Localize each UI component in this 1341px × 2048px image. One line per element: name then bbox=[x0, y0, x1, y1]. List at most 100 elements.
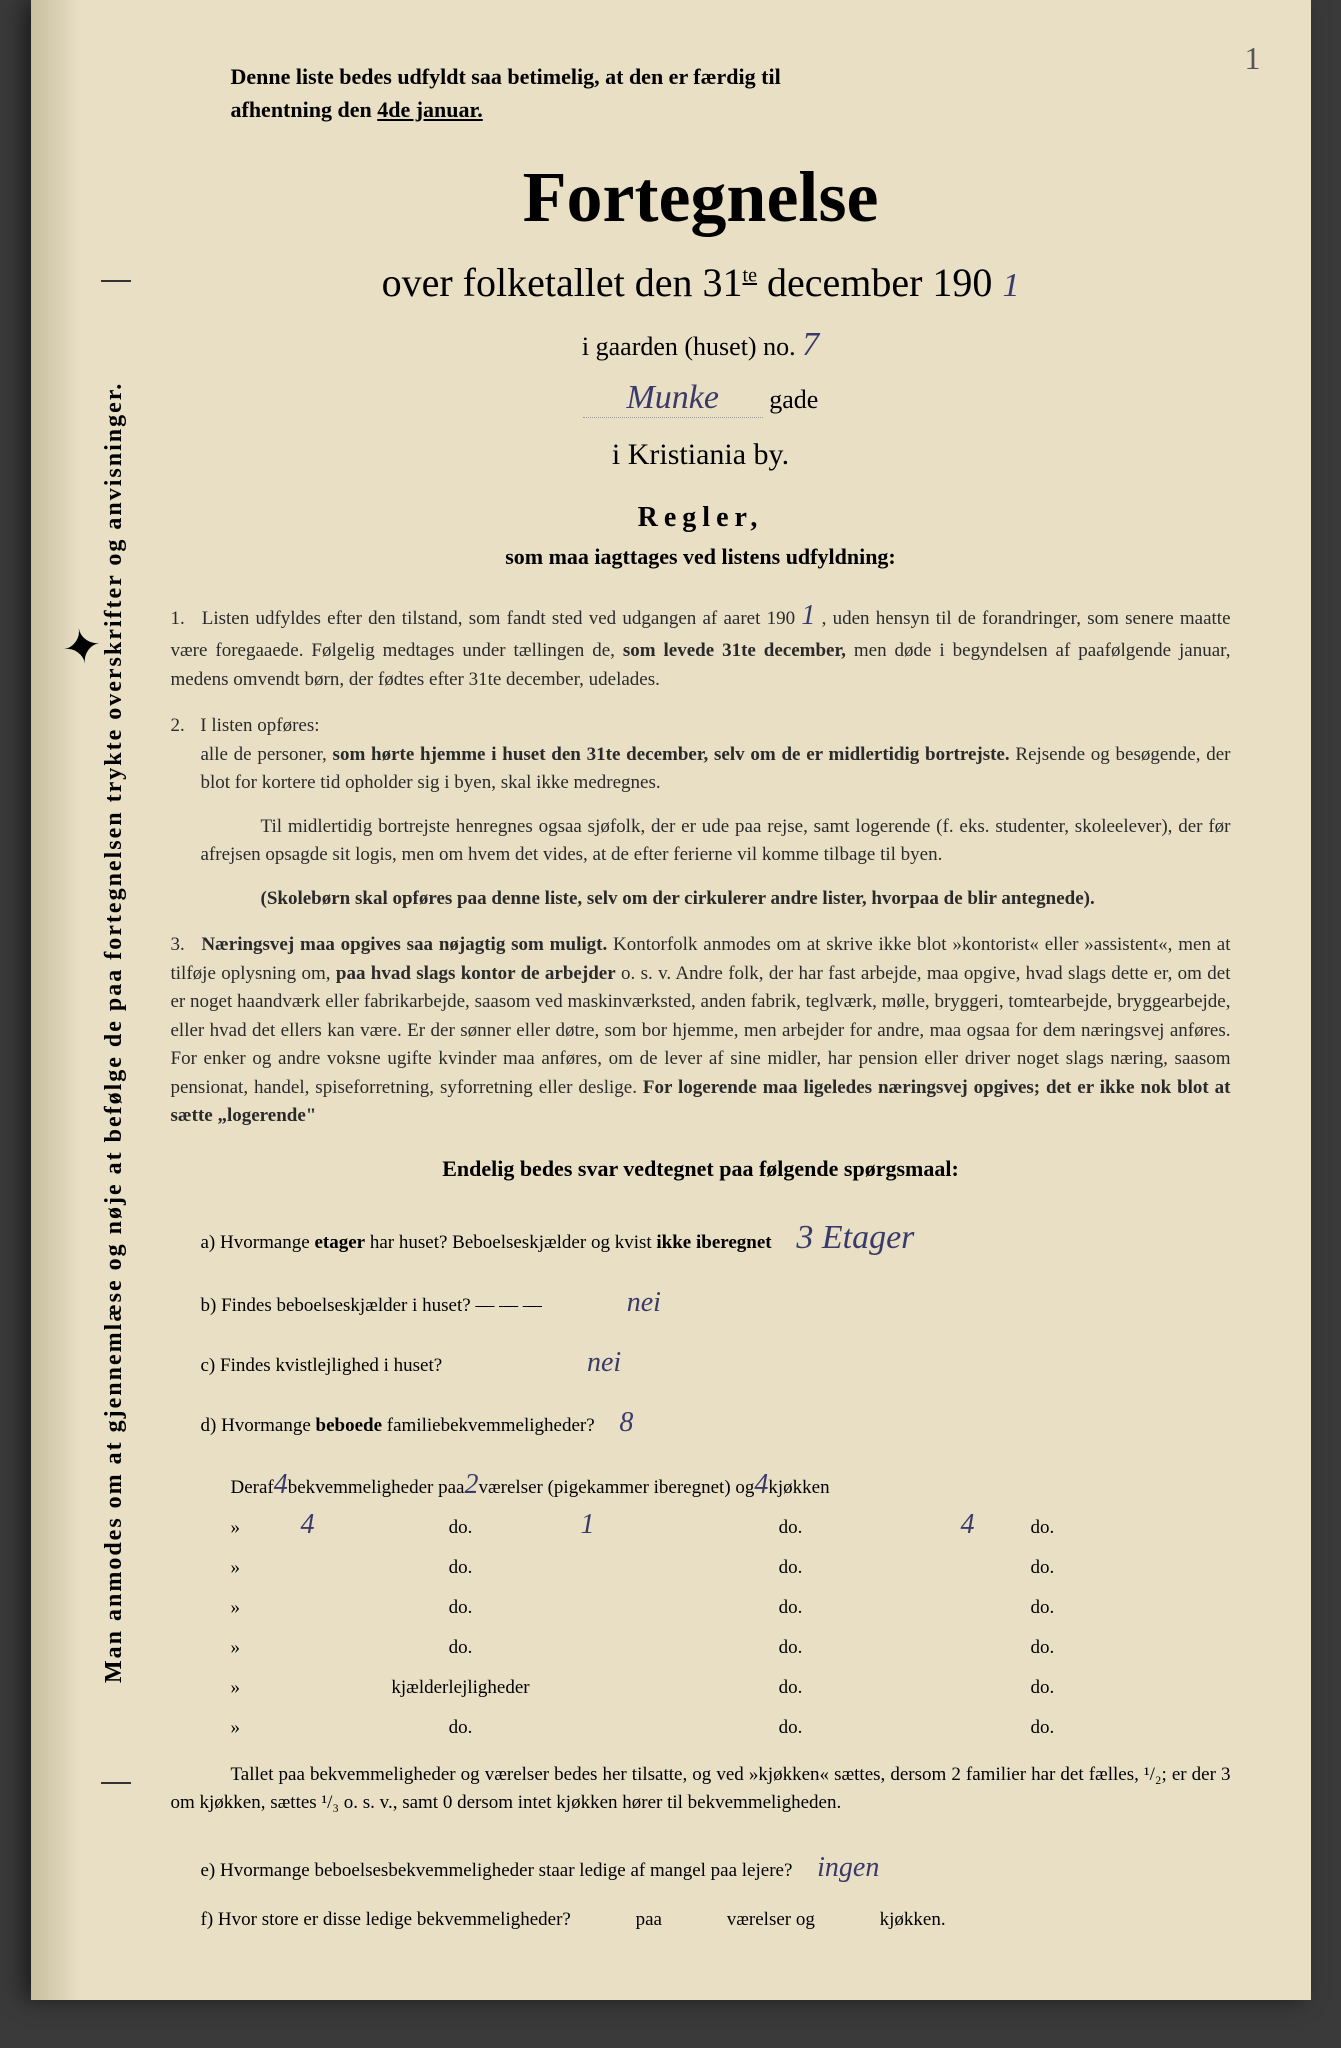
r3-q: » bbox=[231, 1557, 271, 1581]
document-page: 1 ✦ Man anmodes om at gjennemlæse og nøj… bbox=[31, 0, 1311, 2000]
r4-do3: do. bbox=[1031, 1597, 1055, 1621]
r7-c2 bbox=[581, 1709, 621, 1733]
tallet-note: Tallet paa bekvemmeligheder og værelser … bbox=[171, 1761, 1231, 1818]
r7-q: » bbox=[231, 1717, 271, 1741]
street-line: Munke gade bbox=[171, 379, 1231, 418]
qd-text2: familiebekvemmeligheder? bbox=[387, 1415, 595, 1436]
rule2-para3: (Skolebørn skal opføres paa denne liste,… bbox=[201, 885, 1231, 914]
r7-c1 bbox=[301, 1709, 341, 1733]
r4-q: » bbox=[231, 1597, 271, 1621]
r5-c3 bbox=[961, 1629, 1001, 1653]
rule3-num: 3. bbox=[171, 931, 196, 960]
r7-do3: do. bbox=[1031, 1717, 1055, 1741]
final-questions-title: Endelig bedes svar vedtegnet paa følgend… bbox=[171, 1156, 1231, 1182]
qc-answer: nei bbox=[587, 1347, 621, 1378]
rules-title: Regler, bbox=[171, 502, 1231, 534]
deraf-text4: kjøkken bbox=[768, 1477, 829, 1499]
rule2-num: 2. bbox=[171, 712, 196, 741]
qa-bold: etager bbox=[314, 1232, 365, 1253]
rk-c3 bbox=[961, 1669, 1001, 1693]
rule2-para2: Til midlertidig bortrejste henregnes ogs… bbox=[201, 813, 1231, 870]
r5-do1: do. bbox=[371, 1637, 551, 1661]
qf-label: f) bbox=[201, 1909, 214, 1930]
rule2-block: alle de personer, som hørte hjemme i hus… bbox=[201, 741, 1231, 914]
main-title: Fortegnelse bbox=[171, 156, 1231, 239]
rule3-bold1: Næringsvej maa opgives saa nøjagtig som … bbox=[201, 934, 607, 955]
questions-ef: e) Hvormange beboelsesbekvemmeligheder s… bbox=[201, 1843, 1231, 1938]
table-row-header: Deraf 4 bekvemmeligheder paa 2 værelser … bbox=[231, 1469, 1231, 1501]
question-e: e) Hvormange beboelsesbekvemmeligheder s… bbox=[201, 1843, 1231, 1893]
qa-bold2: ikke iberegnet bbox=[656, 1232, 771, 1253]
r2-q: » bbox=[231, 1517, 271, 1541]
page-number-mark: 1 bbox=[1245, 40, 1261, 77]
r4-do1: do. bbox=[371, 1597, 551, 1621]
r3-c2 bbox=[581, 1549, 621, 1573]
rule2-intro: I listen opføres: bbox=[200, 715, 319, 736]
qd-text: Hvormange bbox=[221, 1415, 315, 1436]
city-line: i Kristiania by. bbox=[171, 438, 1231, 472]
rule1-text-a: Listen udfyldes efter den tilstand, som … bbox=[202, 608, 795, 629]
questions-block: a) Hvormange etager har huset? Beboelses… bbox=[201, 1207, 1231, 1449]
r4-c2 bbox=[581, 1589, 621, 1613]
question-a: a) Hvormange etager har huset? Beboelses… bbox=[201, 1207, 1231, 1268]
gaard-text: i gaarden (huset) no. bbox=[582, 332, 796, 361]
r7-c3 bbox=[961, 1709, 1001, 1733]
qd-answer: 8 bbox=[619, 1407, 633, 1438]
question-b: b) Findes beboelseskjælder i huset? — — … bbox=[201, 1278, 1231, 1328]
table-row-7: » do. do. do. bbox=[231, 1709, 1231, 1741]
page-edge bbox=[31, 0, 81, 2000]
r2-do1: do. bbox=[371, 1517, 551, 1541]
rk-c2 bbox=[581, 1669, 621, 1693]
qb-label: b) bbox=[201, 1295, 217, 1316]
deraf-text3: værelser (pigekammer iberegnet) og bbox=[478, 1477, 754, 1499]
header-date: 4de januar. bbox=[377, 97, 483, 122]
r4-do2: do. bbox=[651, 1597, 931, 1621]
qe-text: Hvormange beboelsesbekvemmeligheder staa… bbox=[220, 1860, 792, 1881]
table-row-2: » 4 do. 1 do. 4 do. bbox=[231, 1509, 1231, 1541]
rules-subtitle: som maa iagttages ved listens udfyldning… bbox=[171, 544, 1231, 570]
r4-c1 bbox=[301, 1589, 341, 1613]
r5-q: » bbox=[231, 1637, 271, 1661]
rule2-p1a: alle de personer, bbox=[201, 744, 333, 765]
r2-c2: 1 bbox=[581, 1509, 621, 1541]
qe-label: e) bbox=[201, 1860, 216, 1881]
qa-answer: 3 Etager bbox=[796, 1219, 914, 1256]
qf-kjok: kjøkken. bbox=[880, 1909, 946, 1930]
subtitle: over folketallet den 31te december 190 1 bbox=[171, 259, 1231, 306]
rk-do3: do. bbox=[1031, 1677, 1055, 1701]
r5-do2: do. bbox=[651, 1637, 931, 1661]
qa-text2: har huset? Beboelseskjælder og kvist bbox=[370, 1232, 657, 1253]
street-suffix: gade bbox=[769, 385, 818, 414]
table-row-kjaelder: » kjælderlejligheder do. do. bbox=[231, 1669, 1231, 1701]
header-line1: Denne liste bedes udfyldt saa betimelig,… bbox=[231, 64, 781, 89]
table-row-4: » do. do. do. bbox=[231, 1589, 1231, 1621]
qf-vaer: værelser og bbox=[727, 1909, 815, 1930]
rule-3: 3. Næringsvej maa opgives saa nøjagtig s… bbox=[171, 931, 1231, 1131]
qc-label: c) bbox=[201, 1355, 216, 1376]
vertical-instruction: Man anmodes om at gjennemlæse og nøje at… bbox=[101, 280, 131, 1784]
r3-c1 bbox=[301, 1549, 341, 1573]
r4-c3 bbox=[961, 1589, 1001, 1613]
qa-text: Hvormange bbox=[220, 1232, 314, 1253]
question-f: f) Hvor store er disse ledige bekvemmeli… bbox=[201, 1903, 1231, 1937]
rk-c1 bbox=[301, 1669, 341, 1693]
deraf-text: Deraf bbox=[231, 1477, 274, 1499]
header-note: Denne liste bedes udfyldt saa betimelig,… bbox=[231, 60, 1231, 126]
r2-c3: 4 bbox=[961, 1509, 1001, 1541]
street-name: Munke bbox=[583, 379, 763, 418]
question-d: d) Hvormange beboede familiebekvemmeligh… bbox=[201, 1398, 1231, 1448]
deraf-v3: 4 bbox=[754, 1469, 768, 1501]
rk-q: » bbox=[231, 1677, 271, 1701]
rule2-p1bold: som hørte hjemme i huset den 31te decemb… bbox=[333, 744, 1010, 765]
qd-label: d) bbox=[201, 1415, 217, 1436]
subtitle-post: december 190 bbox=[757, 260, 992, 305]
qd-bold: beboede bbox=[316, 1415, 383, 1436]
qe-answer: ingen bbox=[817, 1852, 879, 1883]
rule2-p3bold: (Skolebørn skal opføres paa denne liste,… bbox=[261, 888, 1095, 909]
r3-do2: do. bbox=[651, 1557, 931, 1581]
r7-do2: do. bbox=[651, 1717, 931, 1741]
rule-2: 2. I listen opføres: alle de personer, s… bbox=[171, 712, 1231, 913]
r7-do1: do. bbox=[371, 1717, 551, 1741]
rule1-bold1: som levede 31te december, bbox=[623, 640, 846, 661]
subtitle-sup: te bbox=[743, 265, 757, 287]
